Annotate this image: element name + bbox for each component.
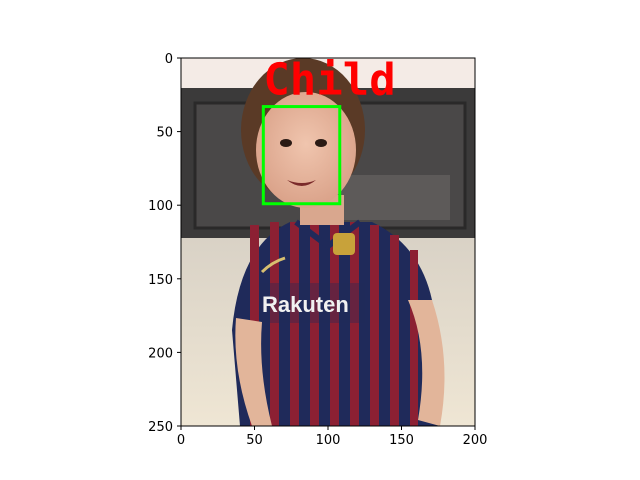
y-tick-label: 0	[165, 52, 173, 67]
photo-wall-glow	[340, 175, 450, 220]
right-arm	[408, 300, 445, 426]
y-axis: 0 50 100 150 200 250	[148, 52, 181, 435]
jersey: Rakuten	[232, 219, 440, 426]
left-eye	[280, 139, 292, 147]
y-tick-label: 100	[148, 199, 173, 214]
x-tick-label: 200	[463, 433, 488, 448]
detection-box	[261, 105, 342, 206]
right-eye	[315, 139, 327, 147]
y-tick-label: 200	[148, 346, 173, 361]
x-tick-label: 50	[246, 433, 263, 448]
face	[256, 92, 356, 208]
left-arm	[235, 318, 272, 426]
y-tick-label: 150	[148, 273, 173, 288]
x-tick-label: 0	[177, 433, 185, 448]
photo: Rakuten	[181, 58, 475, 426]
y-tick-label: 250	[148, 420, 173, 435]
x-tick-label: 100	[316, 433, 341, 448]
y-tick-label: 50	[156, 126, 173, 141]
svg-text:Rakuten: Rakuten	[262, 292, 349, 317]
detection-label: Child	[263, 55, 395, 106]
x-axis: 0 50 100 150 200	[177, 426, 488, 448]
mouth	[287, 180, 316, 186]
x-tick-label: 150	[389, 433, 414, 448]
